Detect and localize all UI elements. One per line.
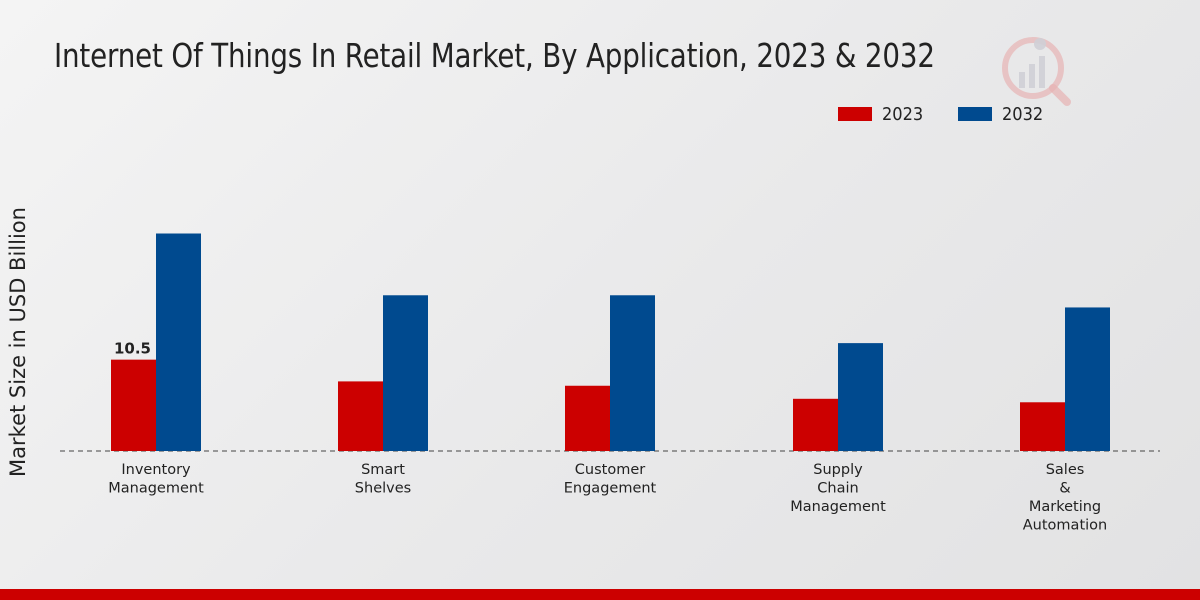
bar-2023-4 [1020,402,1065,451]
bottom-accent-bar [0,589,1200,600]
legend-label-2032: 2032 [1002,104,1044,125]
bar-2032-1 [383,295,428,451]
bar-2023-3 [793,398,838,451]
x-tick-label-3: Supply Chain Management [790,462,886,515]
bar-2032-2 [610,295,655,451]
x-tick-label-1: Smart Shelves [355,462,411,497]
x-tick-label-0: Inventory Management [108,462,204,497]
data-label-0: 10.5 [114,340,151,358]
x-tick-label-2: Customer Engagement [564,462,657,497]
bar-2023-0 [111,359,156,451]
legend-swatch-2032 [958,107,992,121]
bar-2032-3 [838,343,883,451]
chart-title: Internet Of Things In Retail Market, By … [54,36,935,75]
legend-swatch-2023 [838,107,872,121]
legend-label-2023: 2023 [882,104,924,125]
x-tick-label-4: Sales & Marketing Automation [1023,462,1107,534]
bar-2032-0 [156,233,201,451]
bar-2023-2 [565,385,610,451]
bar-2023-1 [338,381,383,451]
watermark-logo-icon [1002,37,1071,106]
bar-2032-4 [1065,307,1110,451]
